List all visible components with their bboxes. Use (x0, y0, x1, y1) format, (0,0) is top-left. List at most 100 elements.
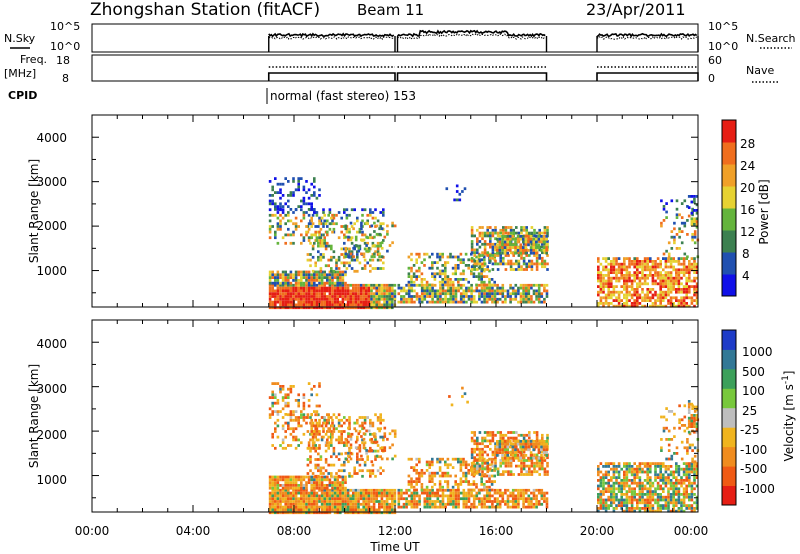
power-cell (371, 236, 375, 240)
velocity-cell (307, 444, 311, 447)
velocity-cell (654, 501, 657, 505)
power-cell (365, 235, 368, 239)
power-cell (284, 279, 287, 282)
velocity-cell (379, 466, 382, 470)
velocity-cell (438, 457, 442, 461)
power-cell (307, 196, 311, 200)
power-cell (281, 283, 285, 287)
power-cell (378, 255, 381, 259)
velocity-cell (659, 504, 662, 507)
velocity-cell (496, 448, 499, 452)
power-cell (607, 304, 610, 308)
power-cell (507, 226, 510, 229)
velocity-cell (371, 469, 375, 473)
power-cell (662, 276, 665, 280)
velocity-cell (332, 427, 336, 431)
power-cell (677, 274, 681, 277)
power-cell (289, 270, 293, 274)
power-cell (352, 246, 355, 250)
velocity-cell (641, 462, 644, 465)
velocity-cell (289, 410, 293, 413)
power-cell (478, 234, 482, 238)
velocity-cell (271, 491, 274, 495)
velocity-cell (473, 433, 476, 437)
power-cell (623, 279, 626, 283)
power-cell (483, 295, 486, 298)
power-cell (527, 286, 531, 290)
velocity-cell (400, 488, 403, 492)
power-cell (352, 306, 355, 310)
velocity-cell (336, 478, 339, 482)
power-cell (323, 273, 326, 277)
velocity-cell (451, 457, 455, 461)
velocity-cell (475, 494, 479, 498)
velocity-cell (597, 493, 600, 496)
power-cell (452, 297, 455, 301)
power-cell (305, 306, 308, 310)
power-cell (649, 257, 652, 260)
velocity-cell (276, 502, 280, 506)
power-cell (373, 235, 376, 239)
velocity-cell (341, 481, 345, 484)
velocity-cell (630, 481, 634, 485)
velocity-cell (546, 436, 549, 440)
velocity-cell (638, 481, 642, 485)
velocity-cell (612, 467, 616, 471)
velocity-cell (646, 473, 649, 477)
velocity-cell (357, 505, 360, 509)
velocity-cell (604, 490, 608, 493)
power-cell (664, 276, 668, 280)
velocity-cell (467, 480, 470, 483)
power-cell (491, 289, 494, 293)
velocity-cell (357, 502, 360, 506)
power-cell (372, 286, 376, 290)
power-cell (628, 279, 631, 283)
power-cell (506, 237, 509, 241)
power-cell (365, 244, 368, 247)
power-cell (388, 289, 391, 293)
power-cell (545, 251, 548, 255)
velocity-cell (641, 470, 644, 474)
power-cell (610, 279, 613, 283)
power-cell (313, 211, 316, 214)
velocity-cell (607, 473, 610, 477)
velocity-cell (320, 494, 324, 498)
power-cell (281, 273, 285, 277)
power-cell (667, 276, 670, 280)
velocity-cell (625, 473, 629, 477)
velocity-cell (656, 507, 660, 510)
velocity-cell (300, 410, 303, 413)
power-cell (511, 292, 515, 296)
velocity-cell (488, 457, 491, 461)
velocity-cell (662, 465, 665, 468)
power-cell (687, 206, 691, 209)
velocity-cell (488, 500, 492, 503)
power-cell (320, 292, 324, 296)
velocity-cell (289, 511, 293, 515)
velocity-cell (383, 491, 386, 495)
power-cell (499, 259, 502, 263)
power-cell (428, 300, 432, 304)
power-cell (667, 241, 671, 245)
power-cell (643, 304, 647, 308)
power-cell (397, 286, 401, 290)
power-cell (511, 289, 515, 293)
velocity-cell (310, 387, 313, 391)
velocity-cell (506, 497, 510, 501)
power-cell (533, 228, 536, 232)
power-cell (628, 260, 631, 263)
power-cell (532, 240, 535, 244)
velocity-cell (481, 447, 484, 451)
velocity-cell (328, 427, 332, 431)
velocity-cell (541, 450, 544, 454)
power-cell (279, 306, 282, 310)
velocity-cell (465, 494, 468, 498)
velocity-cell (328, 494, 332, 498)
power-cell (331, 276, 334, 279)
velocity-cell (362, 497, 365, 501)
velocity-cell (336, 475, 339, 479)
velocity-cell (374, 455, 377, 459)
power-cell (323, 239, 326, 242)
velocity-cell (659, 484, 662, 488)
power-cell (472, 300, 476, 304)
